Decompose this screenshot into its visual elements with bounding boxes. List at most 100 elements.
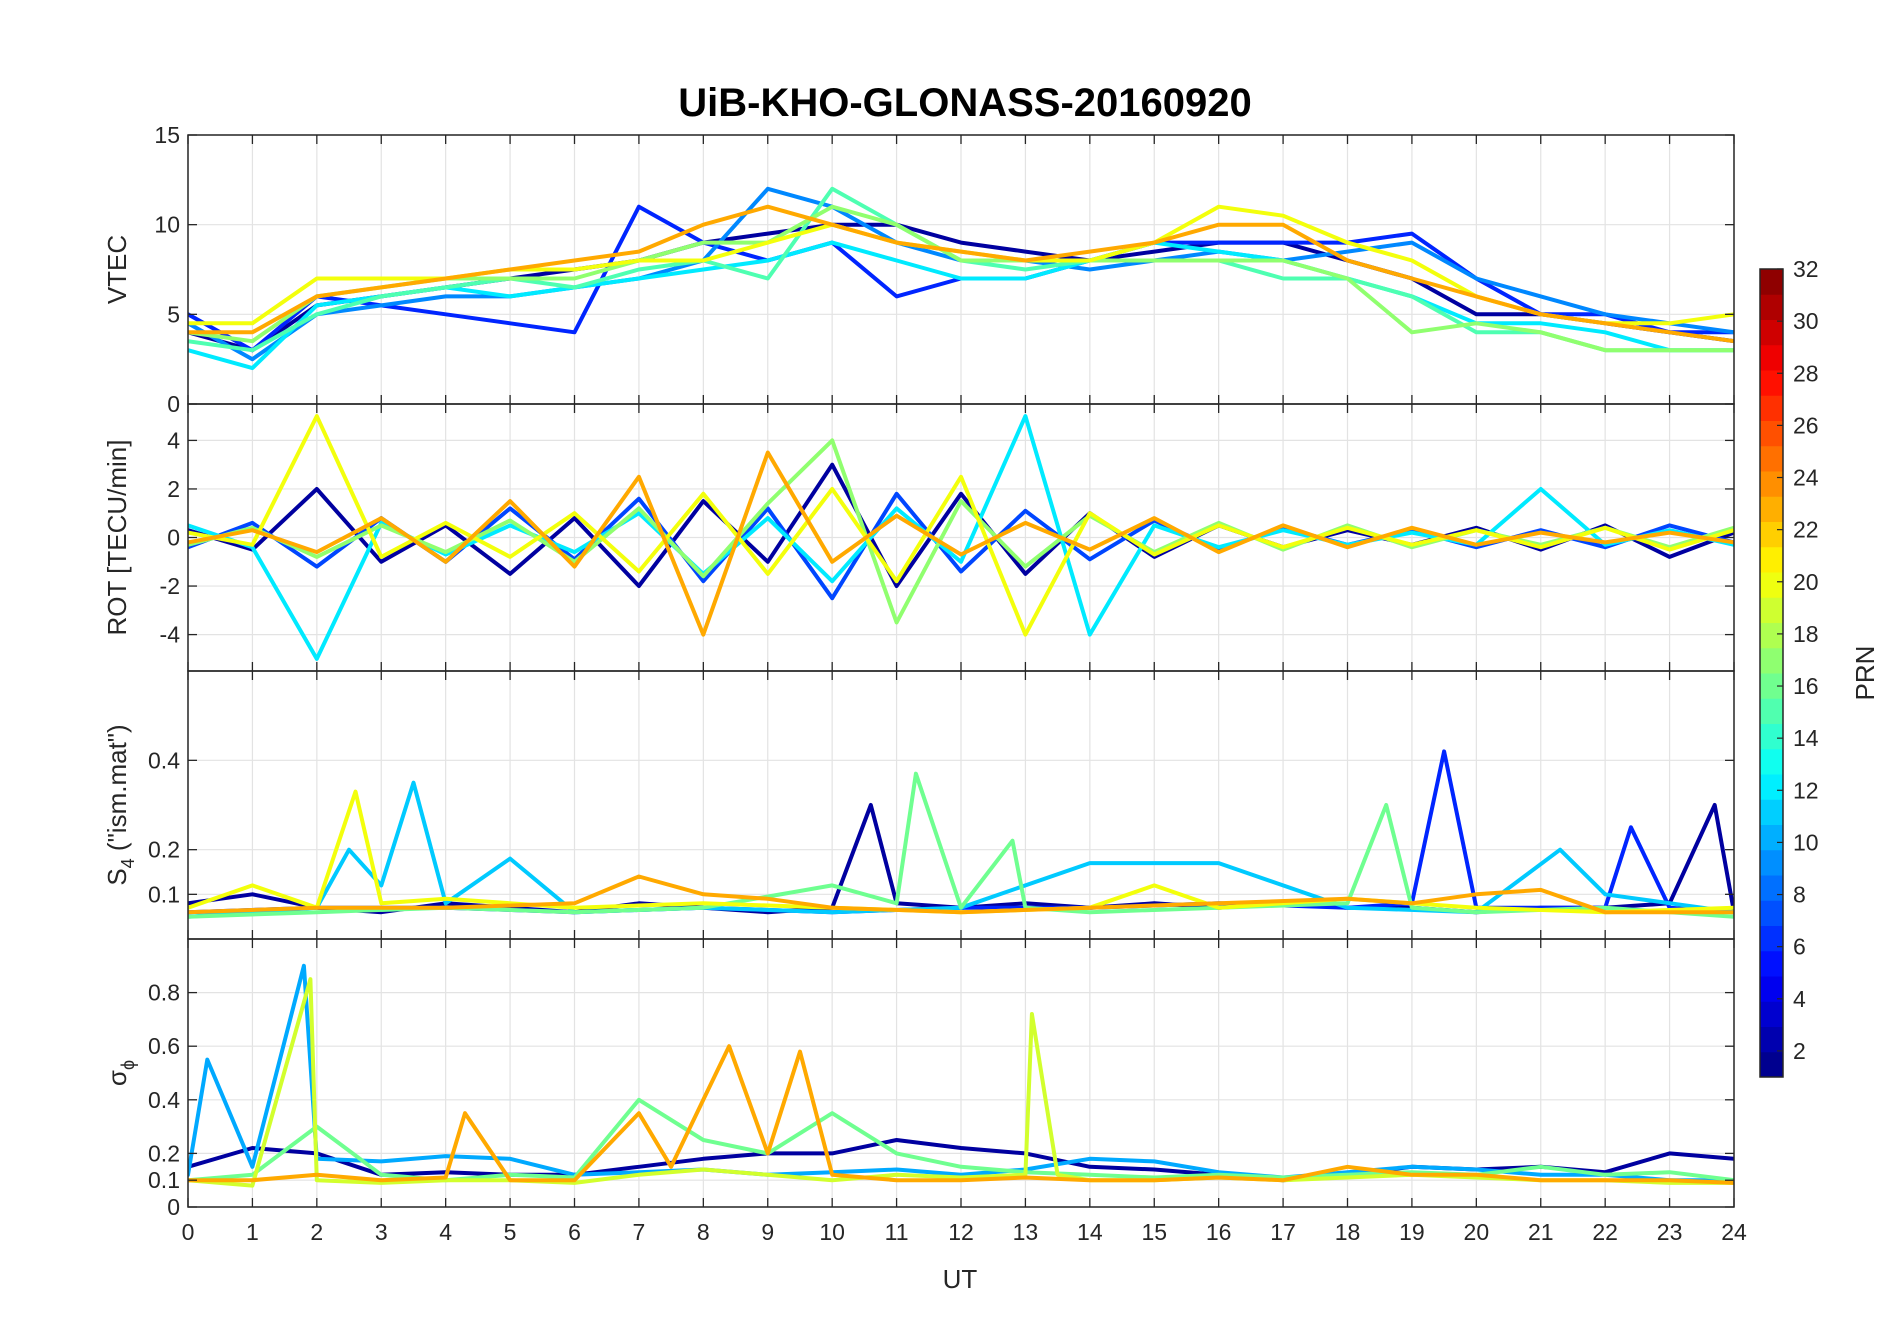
x-tick-label: 5 — [504, 1219, 517, 1245]
colorbar-segment — [1760, 521, 1783, 548]
colorbar-tick-label: 20 — [1793, 569, 1819, 595]
colorbar-segment — [1760, 748, 1783, 775]
colorbar-tick-label: 14 — [1793, 725, 1819, 751]
x-tick-label: 19 — [1399, 1219, 1425, 1245]
colorbar-segment — [1760, 294, 1783, 320]
y-tick-label: 0.2 — [148, 837, 180, 863]
colorbar-tick-label: 18 — [1793, 621, 1819, 647]
y-tick-label: 0.8 — [148, 980, 180, 1006]
colorbar-label: PRN — [1850, 646, 1880, 701]
y-tick-label: 0.1 — [148, 881, 180, 907]
y-axis-label-vtec: VTEC — [102, 235, 132, 304]
colorbar-segment — [1760, 723, 1783, 750]
x-tick-label: 22 — [1592, 1219, 1618, 1245]
y-tick-label: 10 — [154, 212, 180, 238]
colorbar-tick-label: 26 — [1793, 412, 1819, 438]
x-axis: 0 1 2 3 4 5 6 7 8 9 10 11 12 13 14 15 16 17 18 19 20 21 22 23 24 — [182, 1219, 1747, 1245]
colorbar-segment — [1760, 976, 1783, 1002]
colorbar-tick-label: 24 — [1793, 465, 1819, 491]
x-tick-label: 20 — [1464, 1219, 1490, 1245]
y-tick-label: 5 — [167, 301, 180, 327]
x-tick-label: 17 — [1270, 1219, 1296, 1245]
series-prn-23 — [188, 1044, 1734, 1185]
x-tick-label: 23 — [1657, 1219, 1683, 1245]
colorbar-tick-label: 12 — [1793, 777, 1819, 803]
series-prn-23 — [188, 204, 1734, 344]
panel-s4: 0.1 0.2 0.4 S4 ("ism.mat") — [102, 670, 1735, 940]
colorbar-segment — [1760, 420, 1783, 447]
colorbar-segment — [1760, 597, 1783, 623]
colorbar-frame — [1759, 268, 1784, 1078]
colorbar-segment — [1760, 799, 1783, 825]
colorbar-segment — [1760, 319, 1783, 346]
x-tick-label: 4 — [439, 1219, 452, 1245]
y-tick-label: -4 — [160, 622, 181, 648]
colorbar-segment — [1760, 496, 1783, 522]
colorbar-segment — [1760, 647, 1783, 674]
panel-sigma: 00.10.2 0.4 0.6 0.8 σϕ — [102, 938, 1735, 1220]
colorbar-segment — [1760, 344, 1783, 371]
colorbar-segment — [1760, 950, 1783, 977]
x-tick-label: 18 — [1335, 1219, 1361, 1245]
y-tick-label: 0 — [167, 525, 180, 551]
y-tick-label: 0.1 — [148, 1167, 180, 1193]
series-group — [188, 749, 1734, 919]
series-prn-2 — [188, 462, 1734, 588]
colorbar-tick-label: 6 — [1793, 934, 1806, 960]
chart-title: UiB-KHO-GLONASS-20160920 — [678, 81, 1252, 125]
x-tick-label: 13 — [1013, 1219, 1039, 1245]
series-prn-10 — [188, 963, 1734, 1183]
panel-rot: -4 -2 0 2 4 ROT [TECU/min] — [102, 403, 1735, 672]
colorbar-tick-label: 30 — [1793, 308, 1819, 334]
colorbar-segment — [1760, 900, 1783, 926]
series-group — [188, 963, 1734, 1188]
x-tick-label: 6 — [568, 1219, 581, 1245]
colorbar-segment — [1760, 622, 1783, 649]
x-tick-label: 2 — [310, 1219, 323, 1245]
series-group — [188, 186, 1734, 371]
x-axis-label: UT — [943, 1264, 978, 1294]
x-tick-label: 10 — [819, 1219, 845, 1245]
series-group — [188, 414, 1734, 661]
colorbar-segment — [1760, 1001, 1783, 1027]
panel-vtec: 0 5 10 15 VTEC — [102, 122, 1735, 417]
colorbar-segment — [1760, 824, 1783, 851]
colorbar-segment — [1760, 774, 1783, 800]
y-tick-label: 0 — [167, 1194, 180, 1220]
colorbar-segment — [1760, 572, 1783, 598]
y-tick-label: 0.4 — [148, 747, 180, 773]
colorbar-segment — [1760, 269, 1783, 295]
y-tick-label: 0.2 — [148, 1140, 180, 1166]
y-tick-label: -2 — [160, 573, 180, 599]
y-tick-label: 15 — [154, 122, 180, 148]
colorbar-tick-label: 32 — [1793, 256, 1819, 282]
series-prn-23 — [188, 450, 1734, 637]
series-prn-23 — [188, 874, 1734, 915]
x-tick-label: 1 — [246, 1219, 259, 1245]
x-tick-label: 15 — [1141, 1219, 1167, 1245]
x-tick-label: 11 — [885, 1219, 909, 1245]
colorbar-tick-label: 10 — [1793, 829, 1819, 855]
y-tick-label: 2 — [167, 476, 180, 502]
y-tick-label: 4 — [167, 427, 180, 453]
colorbar-tick-label: 28 — [1793, 360, 1819, 386]
colorbar-tick-label: 16 — [1793, 673, 1819, 699]
y-axis-label-sigma: σϕ — [102, 1060, 138, 1086]
colorbar-tick-label: 2 — [1793, 1038, 1806, 1064]
y-axis-label-s4: S4 ("ism.mat") — [102, 724, 138, 885]
y-axis-label-rot: ROT [TECU/min] — [102, 440, 132, 636]
colorbar-segment — [1760, 370, 1783, 396]
colorbar-segment — [1760, 1026, 1783, 1053]
series-prn-20 — [188, 414, 1734, 637]
x-tick-label: 16 — [1206, 1219, 1232, 1245]
colorbar-segment — [1760, 445, 1783, 472]
x-tick-label: 7 — [633, 1219, 646, 1245]
x-tick-label: 0 — [182, 1219, 195, 1245]
colorbar-tick-label: 8 — [1793, 882, 1806, 908]
x-tick-label: 21 — [1528, 1219, 1554, 1245]
colorbar-segment — [1760, 925, 1783, 952]
x-tick-label: 9 — [761, 1219, 774, 1245]
colorbar-segment — [1760, 471, 1783, 497]
